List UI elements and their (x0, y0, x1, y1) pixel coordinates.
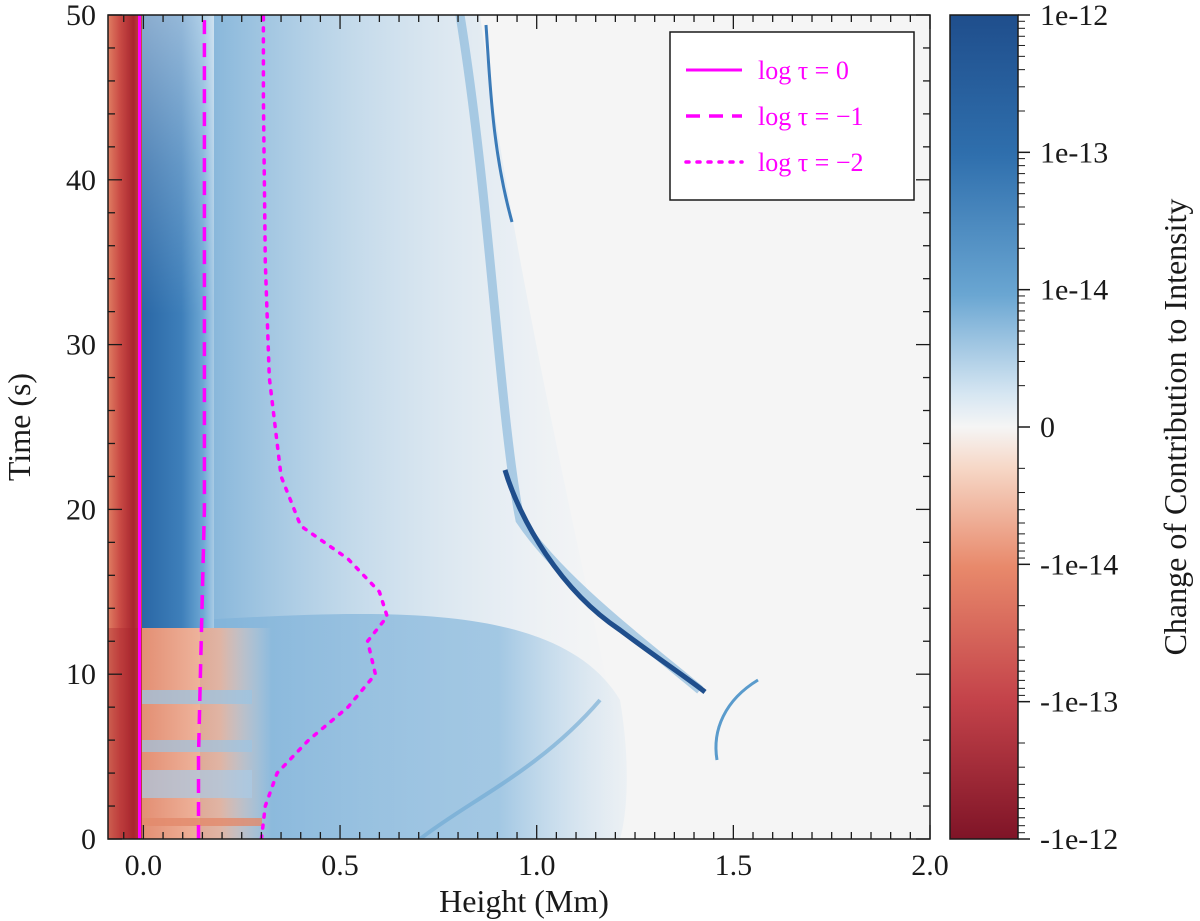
legend: log τ = 0 log τ = −1 log τ = −2 (669, 31, 915, 201)
colorbar: 1e-12 1e-13 1e-14 0 -1e-14 -1e-13 -1e-12 Chang… (949, 0, 1193, 856)
colorbar-tick-label: 1e-13 (1040, 136, 1108, 169)
y-axis-ticks: 0 10 20 30 40 50 (66, 0, 930, 856)
legend-label: log τ = 0 (758, 56, 849, 85)
colorbar-gradient (950, 15, 1018, 839)
legend-label: log τ = −1 (758, 102, 864, 131)
y-tick-label: 50 (66, 0, 96, 32)
plot-frame (107, 14, 931, 840)
legend-label: log τ = −2 (758, 148, 864, 177)
x-tick-label: 0.5 (321, 849, 359, 882)
heatmap-red-stripe (142, 818, 262, 826)
heatmap-red-strip-dark (108, 628, 142, 839)
shock-ridge-halo (455, 15, 703, 694)
x-tick-label: 0.0 (125, 849, 163, 882)
thin-arc-right (714, 678, 759, 761)
colorbar-tick-label: -1e-13 (1040, 686, 1118, 719)
tau-curve-minus2 (259, 15, 390, 839)
colorbar-label: Change of Contribution to Intensity (1157, 199, 1193, 656)
colorbar-tick-label: -1e-12 (1040, 823, 1118, 856)
heatmap-lower-blob (200, 613, 627, 839)
colorbar-tick-label: 0 (1040, 411, 1055, 444)
y-tick-label: 20 (66, 493, 96, 526)
y-tick-label: 0 (81, 823, 96, 856)
heatmap-orange-band (142, 628, 272, 839)
secondary-ridge (418, 698, 602, 839)
heatmap-blue-column-fade (142, 15, 214, 315)
x-axis-ticks: 0.0 0.5 1.0 1.5 2.0 (123, 15, 949, 882)
x-tick-label: 2.0 (911, 849, 949, 882)
y-tick-label: 40 (66, 164, 96, 197)
y-tick-label: 30 (66, 329, 96, 362)
heatmap-blue-stripe (142, 690, 252, 704)
heatmap-red-strip (108, 15, 142, 839)
optical-depth-curves (138, 15, 390, 839)
x-tick-label: 1.0 (518, 849, 556, 882)
shock-ridge (502, 469, 707, 694)
colorbar-tick-label: 1e-12 (1040, 0, 1108, 32)
x-axis-label: Height (Mm) (439, 883, 609, 919)
y-tick-label: 10 (66, 658, 96, 691)
x-tick-label: 1.5 (715, 849, 753, 882)
colorbar-tick-label: -1e-14 (1040, 548, 1118, 581)
colorbar-ticks: 1e-12 1e-13 1e-14 0 -1e-14 -1e-13 -1e-12 (1018, 0, 1118, 856)
thin-arc-upper (484, 24, 514, 223)
colorbar-tick-label: 1e-14 (1040, 274, 1108, 307)
y-axis-label: Time (s) (1, 373, 37, 481)
